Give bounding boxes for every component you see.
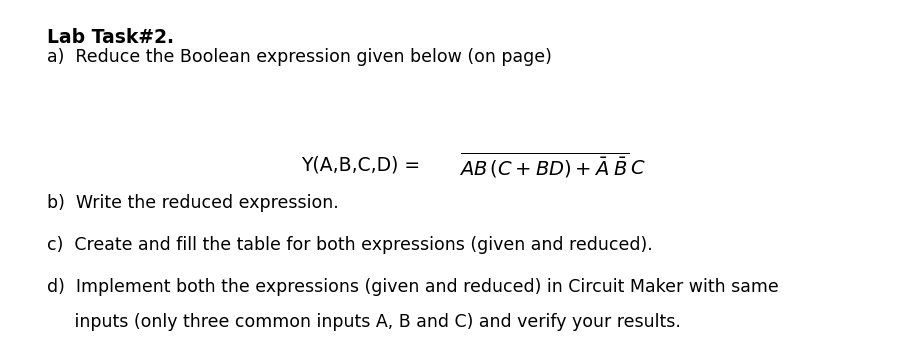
Text: b)  Write the reduced expression.: b) Write the reduced expression. (47, 194, 339, 212)
Text: inputs (only three common inputs A, B and C) and verify your results.: inputs (only three common inputs A, B an… (47, 313, 680, 331)
Text: $\overline{AB\,(C+BD)+\bar{A}\;\bar{B}}\,C$: $\overline{AB\,(C+BD)+\bar{A}\;\bar{B}}\… (458, 151, 645, 180)
Text: Y(A,B,C,D) =: Y(A,B,C,D) = (301, 156, 427, 175)
Text: Lab Task#2.: Lab Task#2. (47, 28, 174, 47)
Text: a)  Reduce the Boolean expression given below (on page): a) Reduce the Boolean expression given b… (47, 48, 552, 66)
Text: d)  Implement both the expressions (given and reduced) in Circuit Maker with sam: d) Implement both the expressions (given… (47, 278, 778, 296)
Text: c)  Create and fill the table for both expressions (given and reduced).: c) Create and fill the table for both ex… (47, 236, 652, 254)
